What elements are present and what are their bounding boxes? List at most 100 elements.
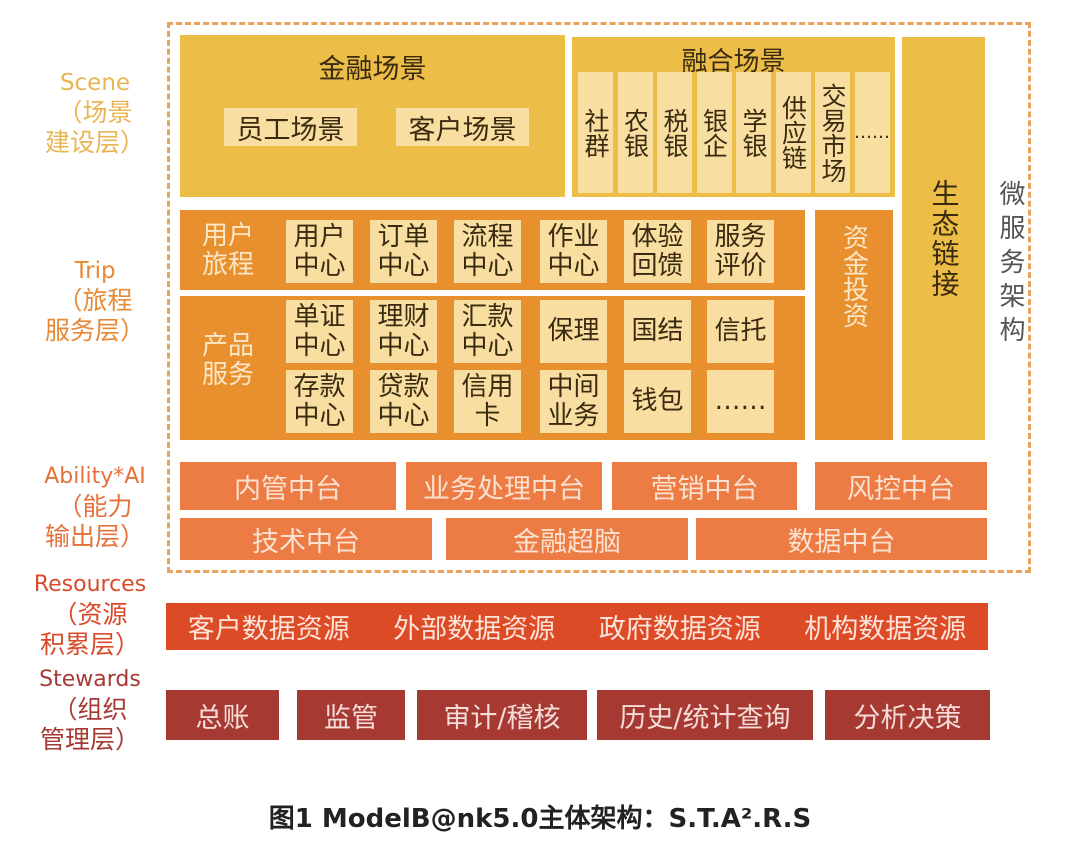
product-item: 国结 [624,300,691,363]
journey-item: 用户 中心 [286,220,353,283]
journey-item-line: 中心 [293,250,346,281]
fusion-item-label: 社群 [581,107,610,158]
journey-item-line: 评价 [714,250,767,281]
fusion-item-label: 学银 [739,107,768,158]
ability-box: 技术中台 [180,518,432,560]
product-item-line: 中心 [293,330,346,361]
layer-zh: 服务层） [44,316,145,345]
product-item: …… [707,370,774,433]
product-item: 钱包 [624,370,691,433]
product-item-line: 信托 [714,316,767,346]
ability-box: 数据中台 [696,518,987,560]
fusion-item: 学银 [736,72,771,193]
ability-box: 业务处理中台 [406,462,602,510]
journey-item-line: 中心 [377,250,430,281]
microservice-label: 微服务架构 [995,180,1025,350]
product-item-line: 理财 [377,301,430,332]
steward-box: 监管 [297,690,405,740]
fusion-item-label: 税银 [660,107,689,158]
journey-item: 订单 中心 [370,220,437,283]
journey-item-line: 作业 [547,221,600,252]
resources-bar: 客户数据资源 外部数据资源 政府数据资源 机构数据资源 [166,603,988,650]
fusion-item: 农银 [617,72,653,193]
fusion-item-label: 供应链 [778,95,808,170]
capital-investment: 资金投资 [815,210,893,440]
layer-zh: （能力 [57,492,133,521]
layer-zh: （组织 [52,695,128,724]
product-item: 单证 中心 [286,300,353,363]
fusion-scene: 融合场景 社群 农银 税银 银企 学银 供应链 交易市场…… [572,37,895,197]
ability-box: 内管中台 [180,462,396,510]
layer-en: Ability*AI [44,464,146,489]
journey-item-line: 流程 [461,221,514,252]
journey-item-line: 体验 [631,221,684,252]
journey-item: 作业 中心 [540,220,607,283]
fusion-item-label: …… [854,122,890,143]
layer-label-ability: Ability*AI （能力 输出层） [20,462,170,552]
product-item-line: 钱包 [631,386,684,416]
product-item: 信托 [707,300,774,363]
product-services-row: 产品服务 单证 中心 理财 中心 汇款 中心 保理 国结 信托 存款 中心 贷款 中心 信用卡中间 业务 钱包… [180,296,805,440]
ability-box: 风控中台 [815,462,987,510]
fusion-item-label: 交易市场 [818,82,847,183]
product-item-line: 中间 [547,371,600,402]
layer-en: Resources [33,572,147,597]
product-item-line: 业务 [547,400,600,431]
journey-item-line: 用户 [293,221,346,252]
product-item-line: 单证 [293,301,346,332]
fusion-item: 银企 [696,72,732,193]
layer-zh: 积累层） [39,630,140,659]
eco-link-label: 生态链接 [927,178,961,299]
ability-box: 营销中台 [612,462,797,510]
layer-label-trip: Trip （旅程 服务层） [20,256,170,346]
product-item-line: 保理 [547,316,600,346]
layer-en: Stewards [39,667,141,692]
scene-item: 客户场景 [396,108,529,146]
layer-en: Scene [59,70,131,96]
finance-scene: 金融场景 员工场景 客户场景 [180,35,565,197]
journey-item: 流程 中心 [454,220,521,283]
product-item-line: …… [714,386,767,416]
fusion-item-label: 银企 [699,107,729,158]
resource-item: 客户数据资源 [187,614,350,645]
journey-item-line: 回馈 [631,250,684,281]
fusion-item: 交易市场 [815,72,850,193]
journey-item: 服务 评价 [707,220,774,283]
steward-box: 分析决策 [825,690,990,740]
layer-label-stewards: Stewards （组织 管理层） [15,665,165,755]
user-journey-label: 用户旅程 [202,221,255,280]
product-item: 存款 中心 [286,370,353,433]
fusion-item: 社群 [578,72,613,193]
capital-investment-label: 资金投资 [838,224,869,328]
layer-zh: 建设层） [44,128,145,157]
fusion-item: 税银 [657,72,692,193]
layer-zh: 管理层） [39,725,140,754]
figure-caption: 图1 ModelB@nk5.0主体架构：S.T.A².R.S [268,804,812,834]
journey-item: 体验 回馈 [624,220,691,283]
fusion-item: …… [854,72,890,193]
layer-en: Trip [74,258,116,284]
product-item: 汇款 中心 [454,300,521,363]
resource-item: 外部数据资源 [393,614,556,645]
product-item-line: 中心 [461,330,514,361]
scene-item: 员工场景 [224,108,357,146]
resource-item: 政府数据资源 [598,614,761,645]
product-item: 信用卡 [454,370,521,433]
product-item: 理财 中心 [370,300,437,363]
product-item-line: 存款 [293,371,346,402]
product-item-line: 贷款 [377,371,430,402]
user-journey-row: 用户旅程 用户 中心 订单 中心 流程 中心 作业 中心 体验 回馈 服务 评价 [180,210,805,290]
finance-scene-title: 金融场景 [318,54,427,85]
layer-zh: 输出层） [44,522,145,551]
journey-item-line: 中心 [547,250,600,281]
steward-box: 审计/稽核 [417,690,587,740]
layer-label-scene: Scene （场景 建设层） [20,68,170,158]
product-item: 中间 业务 [540,370,607,433]
microservice-frame [167,22,1031,573]
resource-item: 机构数据资源 [804,614,967,645]
journey-item-line: 中心 [461,250,514,281]
product-item-line: 中心 [293,400,346,431]
product-item-line: 汇款 [461,301,514,332]
ability-box: 金融超脑 [446,518,688,560]
